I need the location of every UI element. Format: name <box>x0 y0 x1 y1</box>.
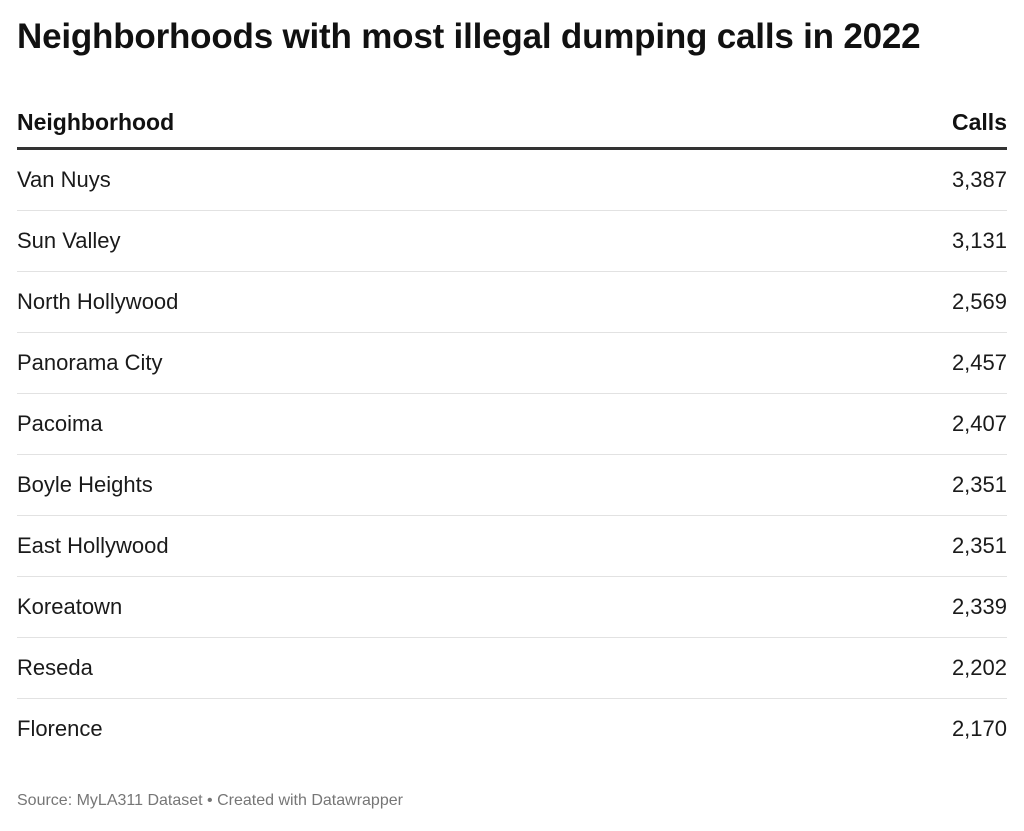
calls-cell: 3,387 <box>951 167 1007 192</box>
data-table: Neighborhood Calls Van Nuys 3,387 Sun Vall… <box>17 97 1007 759</box>
table-row: Florence 2,170 <box>17 699 1007 759</box>
neighborhood-cell: Reseda <box>17 655 93 680</box>
neighborhood-cell: Florence <box>17 716 103 741</box>
table-row: Reseda 2,202 <box>17 638 1007 699</box>
chart-title: Neighborhoods with most illegal dumping … <box>17 17 921 56</box>
neighborhood-cell: Koreatown <box>17 594 123 619</box>
calls-cell: 2,351 <box>951 533 1007 558</box>
calls-cell: 2,569 <box>951 289 1007 314</box>
calls-cell: 2,202 <box>951 655 1007 680</box>
neighborhood-cell: East Hollywood <box>17 533 169 558</box>
table-row: East Hollywood 2,351 <box>17 516 1007 577</box>
neighborhood-cell: Sun Valley <box>17 228 121 253</box>
table-row: Van Nuys 3,387 <box>17 150 1007 211</box>
table-row: Sun Valley 3,131 <box>17 211 1007 272</box>
calls-cell: 2,457 <box>951 350 1007 375</box>
table-row: Pacoima 2,407 <box>17 394 1007 455</box>
source-footer: Source: MyLA311 Dataset • Created with D… <box>17 792 403 809</box>
neighborhood-cell: Pacoima <box>17 411 103 436</box>
calls-cell: 3,131 <box>951 228 1007 253</box>
calls-cell: 2,339 <box>951 594 1007 619</box>
calls-cell: 2,351 <box>951 472 1007 497</box>
neighborhood-column-header: Neighborhood <box>17 108 175 135</box>
table-row: Panorama City 2,457 <box>17 333 1007 394</box>
calls-cell: 2,407 <box>951 411 1007 436</box>
table-row: North Hollywood 2,569 <box>17 272 1007 333</box>
neighborhood-cell: Boyle Heights <box>17 472 153 497</box>
table-row: Boyle Heights 2,351 <box>17 455 1007 516</box>
neighborhood-cell: Van Nuys <box>17 167 111 192</box>
calls-column-header: Calls <box>952 108 1007 135</box>
table-header: Neighborhood Calls <box>17 97 1007 150</box>
neighborhood-cell: North Hollywood <box>17 289 179 314</box>
table-body: Van Nuys 3,387 Sun Valley 3,131 North Hollyw… <box>17 150 1007 759</box>
table-row: Koreatown 2,339 <box>17 577 1007 638</box>
neighborhood-cell: Panorama City <box>17 350 163 375</box>
calls-cell: 2,170 <box>951 716 1007 741</box>
